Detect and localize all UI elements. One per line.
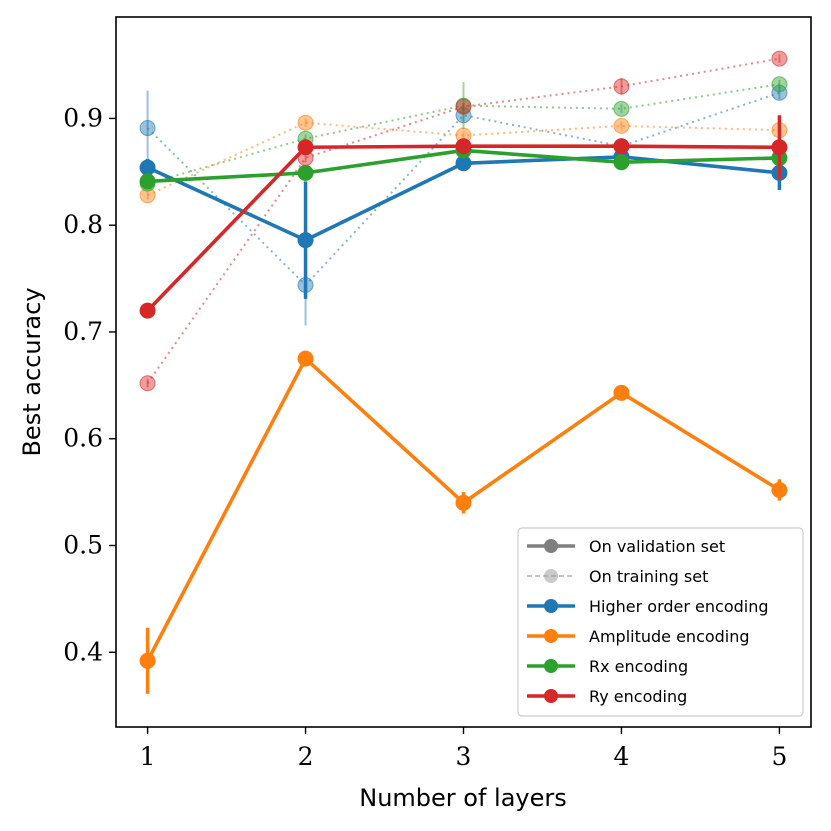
amplitude-encoding-training-point (613, 117, 630, 134)
legend-marker-amplitude-encoding (544, 629, 558, 643)
ry-encoding-validation-point (139, 302, 156, 319)
rx-encoding-training-point (771, 76, 788, 93)
amplitude-encoding-validation-point (771, 481, 788, 498)
x-tick-label: 3 (456, 742, 472, 771)
ry-encoding-training-point (139, 375, 156, 392)
rx-encoding-training-line (147, 83, 780, 185)
x-tick-label: 4 (614, 742, 630, 771)
amplitude-encoding-validation-point (297, 350, 314, 367)
amplitude-encoding-validation-point (455, 494, 472, 511)
legend-marker-ry-encoding (544, 689, 558, 703)
ry-encoding-training-point (771, 50, 788, 67)
legend-marker-on-training-set (544, 569, 558, 583)
legend-label-on-validation-set: On validation set (589, 537, 725, 556)
x-axis-ticks: 1 2 3 4 5 (140, 727, 787, 771)
y-axis-label: Best accuracy (18, 287, 46, 456)
legend-label-rx-encoding: Rx encoding (589, 657, 688, 676)
legend-marker-on-validation-set (544, 539, 558, 553)
x-axis-label: Number of layers (359, 784, 567, 812)
ry-encoding-validation-series (139, 115, 788, 319)
amplitude-encoding-validation-point (139, 652, 156, 669)
x-tick-label: 1 (140, 742, 156, 771)
rx-encoding-validation-point (139, 173, 156, 190)
y-axis-ticks: 0.4 0.5 0.6 0.7 0.8 0.9 (63, 103, 116, 666)
x-tick-label: 2 (298, 742, 314, 771)
legend-label-on-training-set: On training set (589, 567, 708, 586)
y-tick-label: 0.4 (63, 637, 103, 666)
legend-marker-rx-encoding (544, 659, 558, 673)
higher-order-encoding-training-point (139, 120, 156, 137)
ry-encoding-training-point (613, 78, 630, 95)
ry-encoding-validation-point (455, 138, 472, 155)
y-tick-label: 0.5 (63, 530, 103, 559)
ry-encoding-validation-point (297, 139, 314, 156)
plot-frame (115, 16, 812, 728)
rx-encoding-validation-point (297, 164, 314, 181)
amplitude-encoding-training-point (297, 114, 314, 131)
amplitude-encoding-validation-series (139, 350, 788, 694)
higher-order-encoding-training-point (455, 107, 472, 124)
legend-marker-higher-order-encoding (544, 599, 558, 613)
x-tick-label: 5 (771, 742, 787, 771)
legend-label-amplitude-encoding: Amplitude encoding (589, 627, 750, 646)
higher-order-encoding-training-point (771, 84, 788, 101)
amplitude-encoding-training-line (147, 121, 780, 197)
ry-encoding-validation-point (613, 138, 630, 155)
y-tick-label: 0.8 (63, 210, 103, 239)
rx-encoding-validation-point (613, 154, 630, 171)
rx-encoding-training-point (613, 100, 630, 117)
ry-encoding-training-point (455, 98, 472, 115)
legend-label-ry-encoding: Ry encoding (589, 687, 687, 706)
ry-encoding-validation-point (771, 139, 788, 156)
amplitude-encoding-validation-point (613, 384, 630, 401)
higher-order-encoding-validation-point (297, 232, 314, 249)
higher-order-encoding-validation-point (139, 159, 156, 176)
series-layer (139, 50, 788, 694)
y-tick-label: 0.7 (63, 317, 103, 346)
y-tick-label: 0.9 (63, 103, 103, 132)
amplitude-encoding-training-series (139, 114, 788, 204)
legend-label-higher-order-encoding: Higher order encoding (589, 597, 769, 616)
legend: On validation set On training set Higher o… (517, 527, 804, 717)
y-tick-label: 0.6 (63, 424, 103, 453)
legend-box (517, 527, 804, 717)
